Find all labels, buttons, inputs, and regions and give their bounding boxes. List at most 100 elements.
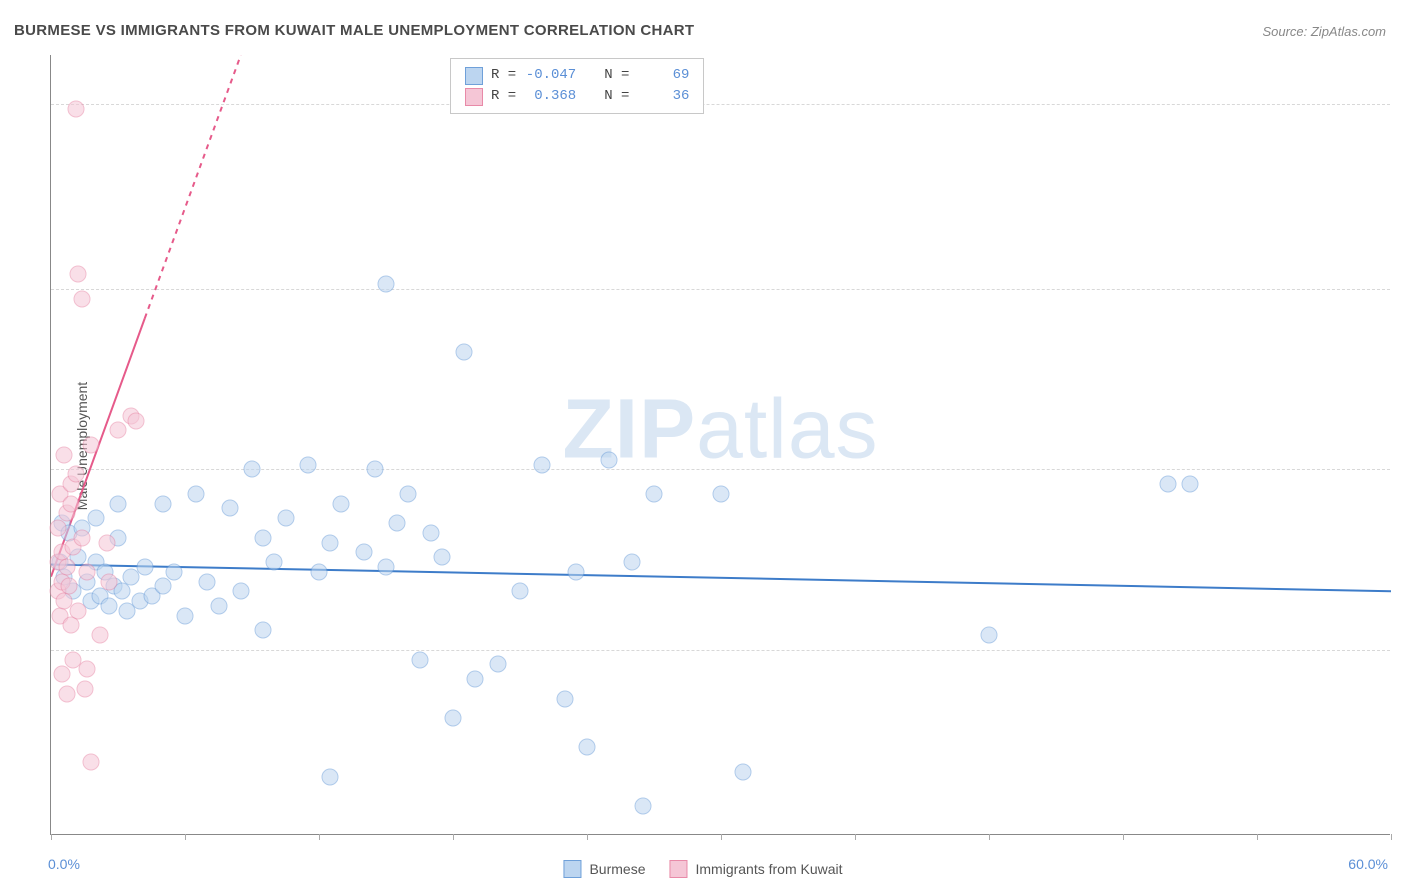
legend-r-value: -0.047 <box>524 65 576 86</box>
data-point <box>76 680 93 697</box>
data-point <box>713 485 730 502</box>
data-point <box>556 690 573 707</box>
data-point <box>56 446 73 463</box>
data-point <box>422 524 439 541</box>
data-point <box>101 573 118 590</box>
x-tick <box>1391 834 1392 840</box>
data-point <box>154 578 171 595</box>
data-point <box>355 544 372 561</box>
gridline <box>51 104 1390 105</box>
data-point <box>221 500 238 517</box>
data-point <box>255 622 272 639</box>
data-point <box>735 763 752 780</box>
data-point <box>445 710 462 727</box>
legend-row: R =-0.047N =69 <box>465 65 689 86</box>
legend-n-label: N = <box>604 86 629 107</box>
data-point <box>101 597 118 614</box>
data-point <box>244 461 261 478</box>
data-point <box>378 276 395 293</box>
data-point <box>411 651 428 668</box>
data-point <box>83 437 100 454</box>
legend-n-value: 36 <box>637 86 689 107</box>
y-tick-label: 11.2% <box>1395 281 1406 297</box>
data-point <box>646 485 663 502</box>
data-point <box>154 495 171 512</box>
data-point <box>58 558 75 575</box>
data-point <box>467 671 484 688</box>
data-point <box>165 563 182 580</box>
data-point <box>981 627 998 644</box>
x-tick <box>453 834 454 840</box>
data-point <box>60 578 77 595</box>
data-point <box>456 344 473 361</box>
data-point <box>255 529 272 546</box>
data-point <box>277 510 294 527</box>
legend-item: Burmese <box>563 860 645 878</box>
data-point <box>92 627 109 644</box>
data-point <box>400 485 417 502</box>
correlation-chart: BURMESE VS IMMIGRANTS FROM KUWAIT MALE U… <box>0 0 1406 892</box>
legend-swatch <box>563 860 581 878</box>
data-point <box>78 661 95 678</box>
data-point <box>74 529 91 546</box>
data-point <box>127 412 144 429</box>
data-point <box>366 461 383 478</box>
data-point <box>63 495 80 512</box>
trend-lines <box>51 55 1391 835</box>
data-point <box>69 266 86 283</box>
data-point <box>110 495 127 512</box>
data-point <box>512 583 529 600</box>
data-point <box>634 797 651 814</box>
data-point <box>232 583 249 600</box>
x-tick <box>51 834 52 840</box>
data-point <box>1182 476 1199 493</box>
legend-r-value: 0.368 <box>524 86 576 107</box>
data-point <box>389 515 406 532</box>
data-point <box>210 597 227 614</box>
gridline <box>51 650 1390 651</box>
data-point <box>58 685 75 702</box>
legend-r-label: R = <box>491 86 516 107</box>
x-axis-min-label: 0.0% <box>48 856 80 872</box>
source-attribution: Source: ZipAtlas.com <box>1262 24 1386 39</box>
data-point <box>623 554 640 571</box>
chart-title: BURMESE VS IMMIGRANTS FROM KUWAIT MALE U… <box>14 22 694 39</box>
data-point <box>579 739 596 756</box>
legend-n-label: N = <box>604 65 629 86</box>
data-point <box>87 510 104 527</box>
x-tick <box>1123 834 1124 840</box>
data-point <box>567 563 584 580</box>
x-tick <box>721 834 722 840</box>
legend-swatch <box>465 88 483 106</box>
series-legend: Burmese Immigrants from Kuwait <box>563 860 842 878</box>
legend-r-label: R = <box>491 65 516 86</box>
legend-swatch <box>669 860 687 878</box>
y-tick-label: 7.5% <box>1395 461 1406 477</box>
x-axis-max-label: 60.0% <box>1348 856 1388 872</box>
data-point <box>67 466 84 483</box>
gridline <box>51 289 1390 290</box>
data-point <box>63 617 80 634</box>
data-point <box>69 602 86 619</box>
data-point <box>299 456 316 473</box>
data-point <box>98 534 115 551</box>
data-point <box>49 519 66 536</box>
data-point <box>136 558 153 575</box>
data-point <box>188 485 205 502</box>
correlation-legend: R =-0.047N =69R =0.368N =36 <box>450 58 704 114</box>
x-tick <box>989 834 990 840</box>
data-point <box>1159 476 1176 493</box>
data-point <box>199 573 216 590</box>
x-tick <box>1257 834 1258 840</box>
x-tick <box>855 834 856 840</box>
legend-swatch <box>465 67 483 85</box>
data-point <box>489 656 506 673</box>
legend-label: Immigrants from Kuwait <box>695 861 842 877</box>
data-point <box>266 554 283 571</box>
data-point <box>83 753 100 770</box>
plot-area: ZIPatlas 3.8%7.5%11.2%15.0% <box>50 55 1390 835</box>
data-point <box>74 290 91 307</box>
data-point <box>333 495 350 512</box>
x-tick <box>587 834 588 840</box>
x-tick <box>185 834 186 840</box>
